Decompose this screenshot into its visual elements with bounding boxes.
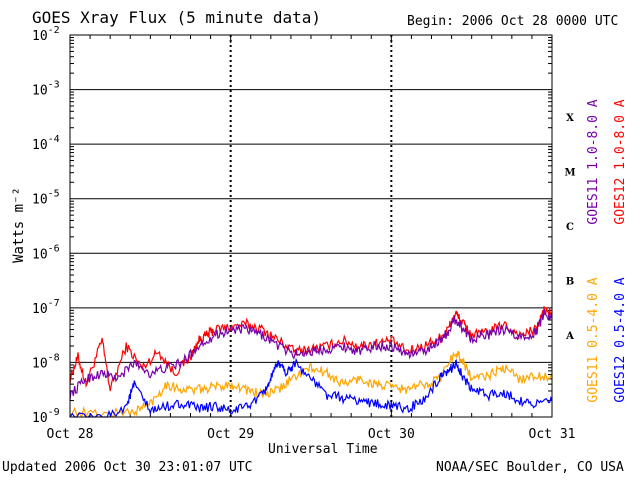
- x-tick-labels: Oct 28 Oct 29 Oct 30 Oct 31: [47, 427, 576, 442]
- y-tick-label: 10-8: [32, 352, 60, 371]
- series-line: [69, 357, 553, 418]
- legend-entry: GOES11 1.0-8.0 A: [586, 99, 601, 224]
- flare-class-label: M: [564, 167, 575, 178]
- x-tick-label: Oct 30: [368, 427, 415, 442]
- legend-entry: GOES12 0.5-4.0 A: [613, 277, 628, 402]
- credit-label: NOAA/SEC Boulder, CO USA: [436, 460, 624, 475]
- x-tick-label: Oct 28: [47, 427, 94, 442]
- flare-class-label: X: [566, 113, 574, 124]
- flare-class-label: A: [565, 331, 574, 342]
- chart-title: GOES Xray Flux (5 minute data): [32, 8, 321, 27]
- updated-timestamp: Updated 2006 Oct 30 23:01:07 UTC: [2, 460, 253, 475]
- y-tick-label: 10-7: [32, 298, 60, 317]
- flare-class-label: C: [566, 222, 574, 233]
- y-tick-label: 10-5: [32, 189, 60, 208]
- grid-layer: [69, 35, 553, 417]
- y-axis-label: Watts m⁻²: [11, 187, 27, 263]
- legend-entry: GOES12 1.0-8.0 A: [613, 99, 628, 224]
- flare-class-labels: A B C M X: [564, 113, 575, 342]
- plot-frame: [69, 34, 553, 418]
- y-tick-label: 10-4: [32, 134, 60, 153]
- x-tick-label: Oct 31: [529, 427, 576, 442]
- y-tick-label: 10-2: [32, 25, 60, 44]
- series-line: [69, 350, 553, 419]
- y-tick-labels: 10-9 10-8 10-7 10-6 10-5 10-4 10-3 10-2: [32, 25, 60, 426]
- begin-time-label: Begin: 2006 Oct 28 0000 UTC: [407, 14, 619, 29]
- x-tick-label: Oct 29: [207, 427, 254, 442]
- y-tick-label: 10-9: [32, 407, 60, 426]
- legend-entry: GOES11 0.5-4.0 A: [586, 277, 601, 402]
- flare-class-label: B: [566, 277, 574, 288]
- y-tick-label: 10-6: [32, 243, 60, 262]
- x-axis-label: Universal Time: [268, 442, 378, 457]
- legend: GOES11 1.0-8.0 A GOES12 1.0-8.0 A GOES11 0…: [586, 99, 628, 402]
- series-layer: [69, 306, 553, 419]
- series-line: [69, 309, 553, 400]
- y-tick-label: 10-3: [32, 80, 60, 99]
